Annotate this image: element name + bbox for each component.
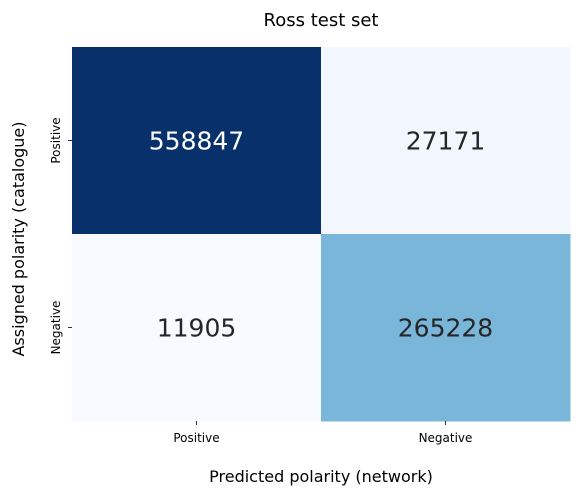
heatmap-cell-0-0: [72, 47, 322, 235]
heatmap-cell-labels: 558847 27171 11905 265228: [149, 127, 493, 343]
y-axis-ticks: Positive Negative: [49, 117, 72, 354]
heatmap-cell-0-1: [321, 47, 571, 235]
cell-value-1-0: 11905: [157, 314, 237, 343]
cell-value-0-1: 27171: [406, 127, 486, 156]
y-tick-label-1: Negative: [49, 301, 63, 355]
x-axis-label: Predicted polarity (network): [209, 467, 433, 486]
heatmap-cells: [72, 47, 571, 422]
x-tick-label-1: Negative: [419, 431, 473, 445]
y-tick-label-0: Positive: [49, 117, 63, 163]
y-axis-label: Assigned polarity (catalogue): [9, 121, 28, 356]
cell-value-1-1: 265228: [398, 314, 493, 343]
heatmap-cell-1-1: [321, 234, 571, 422]
heatmap-cell-1-0: [72, 234, 322, 422]
x-tick-label-0: Positive: [173, 431, 219, 445]
x-axis-ticks: Positive Negative: [173, 421, 472, 445]
chart-title: Ross test set: [264, 10, 379, 31]
cell-value-0-0: 558847: [149, 127, 244, 156]
